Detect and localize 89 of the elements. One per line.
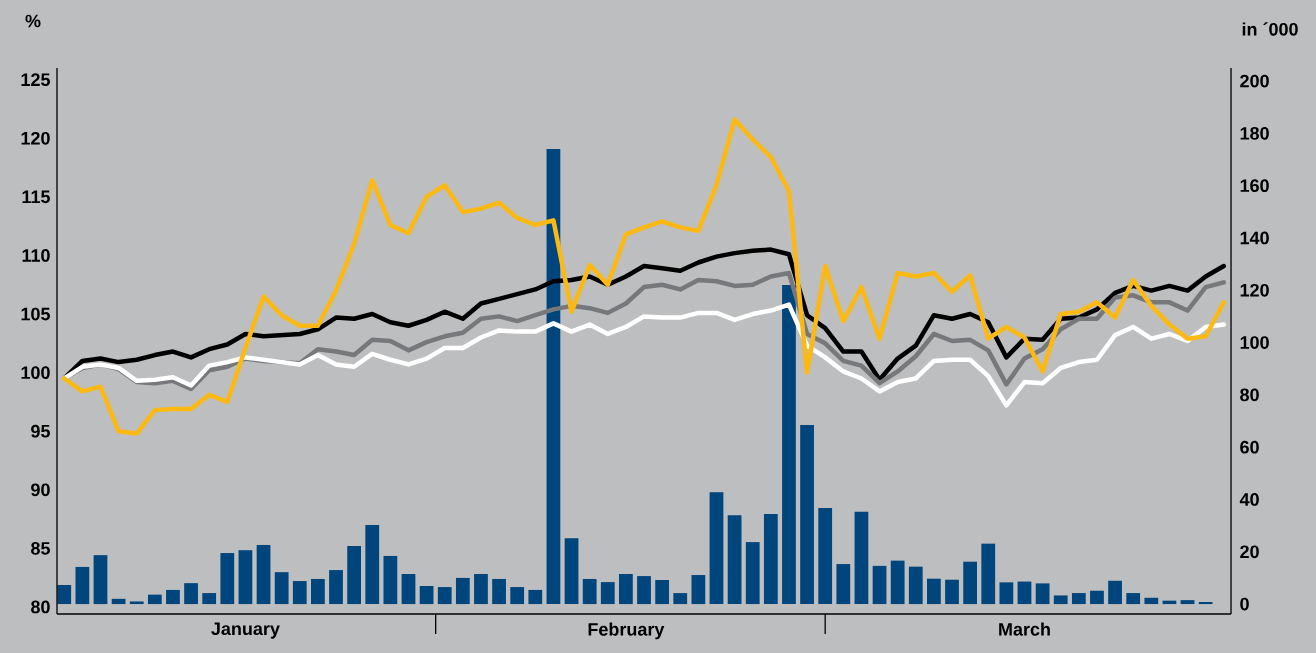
bar xyxy=(709,492,724,605)
bar xyxy=(927,578,941,605)
y2-tick-label: 80 xyxy=(1240,388,1259,402)
bar xyxy=(673,593,688,605)
bar xyxy=(528,589,543,605)
bar xyxy=(782,285,796,605)
bar xyxy=(455,577,470,605)
bar xyxy=(1126,593,1141,605)
bar xyxy=(1071,593,1086,605)
bar xyxy=(1053,595,1068,605)
bar xyxy=(510,587,525,605)
bar xyxy=(220,553,235,605)
bar xyxy=(836,564,851,605)
bar xyxy=(582,578,597,605)
bar xyxy=(763,514,778,605)
bar xyxy=(818,508,833,605)
bar xyxy=(655,580,670,605)
y2-tick-label: 160 xyxy=(1240,179,1269,193)
bar xyxy=(93,555,108,605)
y-tick-label: 105 xyxy=(21,307,50,321)
bar xyxy=(945,579,959,605)
bar xyxy=(347,546,362,605)
bar xyxy=(256,544,271,605)
bar xyxy=(981,543,996,605)
bar xyxy=(1198,601,1213,605)
y-tick-label: 85 xyxy=(31,542,50,555)
y-tick-label: 120 xyxy=(21,131,50,145)
bar xyxy=(365,525,380,605)
y2-tick-label: 60 xyxy=(1240,440,1259,454)
bar xyxy=(292,581,307,605)
y2-tick-label: 40 xyxy=(1239,493,1259,506)
bar xyxy=(1108,580,1122,605)
bar xyxy=(908,566,923,605)
line-series xyxy=(62,117,1227,436)
bar xyxy=(383,555,398,605)
y2-tick-label: 200 xyxy=(1240,74,1269,88)
bar xyxy=(1180,600,1195,605)
bar xyxy=(184,583,198,605)
bar xyxy=(727,515,742,605)
bar xyxy=(401,573,416,605)
bar xyxy=(691,575,706,605)
bar xyxy=(800,424,814,605)
bar xyxy=(329,570,343,605)
bar xyxy=(57,584,72,605)
y-tick-label: 95 xyxy=(31,424,50,438)
y-tick-label: 115 xyxy=(22,190,50,204)
bar xyxy=(745,542,760,605)
y-tick-label: 110 xyxy=(22,249,50,262)
x-tick-label: January xyxy=(211,622,280,639)
bar xyxy=(238,550,253,605)
bar xyxy=(619,573,633,605)
bar xyxy=(872,565,887,605)
y-axis-title: % xyxy=(25,14,41,28)
bar xyxy=(564,538,579,605)
bar xyxy=(890,560,905,605)
bar xyxy=(75,566,90,605)
bar xyxy=(1144,597,1159,605)
bar xyxy=(854,511,869,605)
y2-tick-label: 100 xyxy=(1240,336,1269,349)
bar xyxy=(274,572,289,605)
y-tick-label: 100 xyxy=(21,366,50,379)
bar xyxy=(147,594,162,605)
bar xyxy=(166,589,180,605)
y2-tick-label: 0 xyxy=(1240,597,1249,611)
y2-axis-title: in ´000 xyxy=(1242,22,1298,36)
bar xyxy=(202,593,217,605)
bar xyxy=(437,587,452,605)
x-tick-label: February xyxy=(588,622,665,640)
bar xyxy=(111,598,126,605)
bar xyxy=(492,578,506,605)
bar xyxy=(1017,581,1032,605)
bar xyxy=(963,561,978,605)
y-tick-label: 90 xyxy=(31,483,50,497)
bar xyxy=(311,578,325,605)
bar xyxy=(419,586,434,605)
x-tick-label: March xyxy=(999,622,1050,636)
y2-tick-label: 180 xyxy=(1240,127,1269,140)
bar xyxy=(1035,583,1050,605)
bar xyxy=(129,601,144,605)
bar xyxy=(600,582,615,605)
bar xyxy=(474,573,488,605)
y2-tick-label: 120 xyxy=(1240,283,1269,297)
bar xyxy=(1090,590,1104,605)
y-tick-label: 80 xyxy=(31,600,50,614)
y2-tick-label: 20 xyxy=(1240,545,1259,559)
y-tick-label: 125 xyxy=(21,73,50,87)
bar xyxy=(637,576,651,605)
bar xyxy=(999,582,1014,605)
y2-tick-label: 140 xyxy=(1240,231,1269,245)
